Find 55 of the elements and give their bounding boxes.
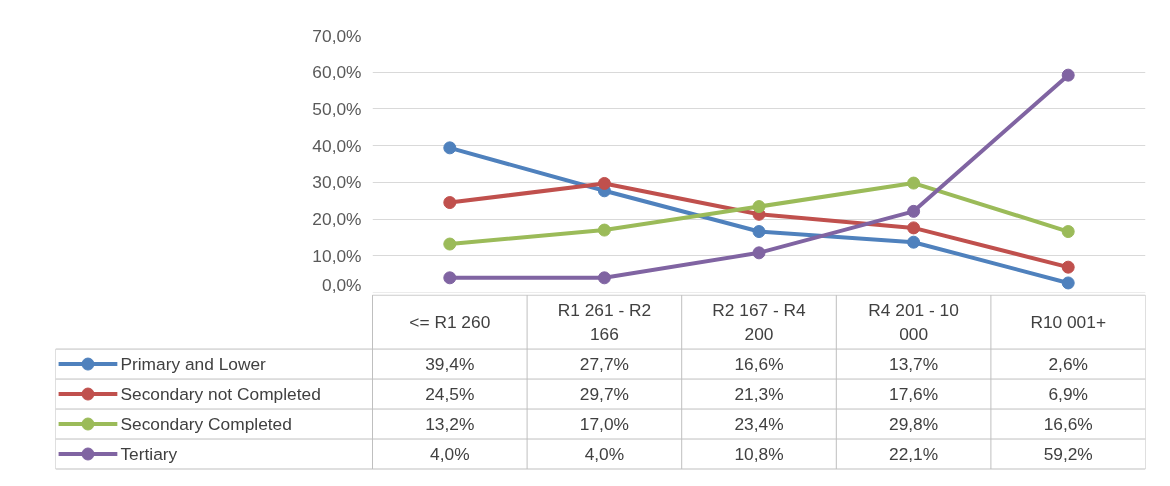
y-tick-label: 20,0% <box>312 209 362 230</box>
legend-label: Secondary Completed <box>120 414 292 435</box>
data-label: 29,7% <box>579 384 629 405</box>
y-tick-label: 50,0% <box>312 98 362 119</box>
data-label: 4,0% <box>430 444 470 465</box>
y-tick-label: 40,0% <box>312 135 362 156</box>
legend-label: Tertiary <box>120 444 178 465</box>
point <box>907 221 921 235</box>
point <box>597 223 611 237</box>
x-tick-label: R1 261 - R2 166 <box>557 300 652 345</box>
y-tick-label: 70,0% <box>312 25 362 46</box>
point <box>752 200 766 214</box>
x-tick-label: <= R1 260 <box>409 312 491 333</box>
data-label: 2,6% <box>1048 354 1088 375</box>
data-label: 13,2% <box>425 414 475 435</box>
data-label: 39,4% <box>425 354 475 375</box>
data-label: 17,0% <box>579 414 629 435</box>
data-label: 24,5% <box>425 384 475 405</box>
point <box>443 271 457 285</box>
data-label: 29,8% <box>889 414 939 435</box>
x-tick-label: R4 201 - 10 000 <box>868 300 959 345</box>
data-label: 4,0% <box>584 444 625 465</box>
point <box>752 246 766 260</box>
data-label: 59,2% <box>1043 444 1093 465</box>
legend-label: Secondary not Completed <box>120 384 321 405</box>
x-tick-label: R2 167 - R4 200 <box>712 300 807 345</box>
point <box>907 204 921 218</box>
data-label: 16,6% <box>1043 414 1093 435</box>
data-label: 21,3% <box>734 384 784 405</box>
point <box>1061 260 1075 274</box>
y-tick-label: 0,0% <box>322 274 362 295</box>
y-tick-label: 30,0% <box>312 172 362 193</box>
data-label: 6,9% <box>1048 384 1088 405</box>
data-label: 13,7% <box>889 354 939 375</box>
x-tick-label: R10 001+ <box>1030 312 1107 333</box>
point <box>752 225 766 239</box>
point <box>443 237 457 251</box>
data-label: 10,8% <box>734 444 784 465</box>
y-tick-label: 10,0% <box>312 245 362 266</box>
data-label: 27,7% <box>579 354 629 375</box>
point <box>443 196 457 210</box>
data-label: 17,6% <box>889 384 939 405</box>
data-label: 23,4% <box>734 414 784 435</box>
point <box>443 141 457 155</box>
point <box>1061 68 1075 82</box>
y-tick-label: 60,0% <box>312 62 362 83</box>
point <box>907 176 921 190</box>
data-label: 22,1% <box>889 444 939 465</box>
data-label: 16,6% <box>734 354 784 375</box>
point <box>597 271 611 285</box>
point <box>597 176 611 190</box>
point <box>1061 225 1075 239</box>
point <box>1061 276 1075 290</box>
legend-label: Primary and Lower <box>120 354 267 375</box>
point <box>907 235 921 249</box>
